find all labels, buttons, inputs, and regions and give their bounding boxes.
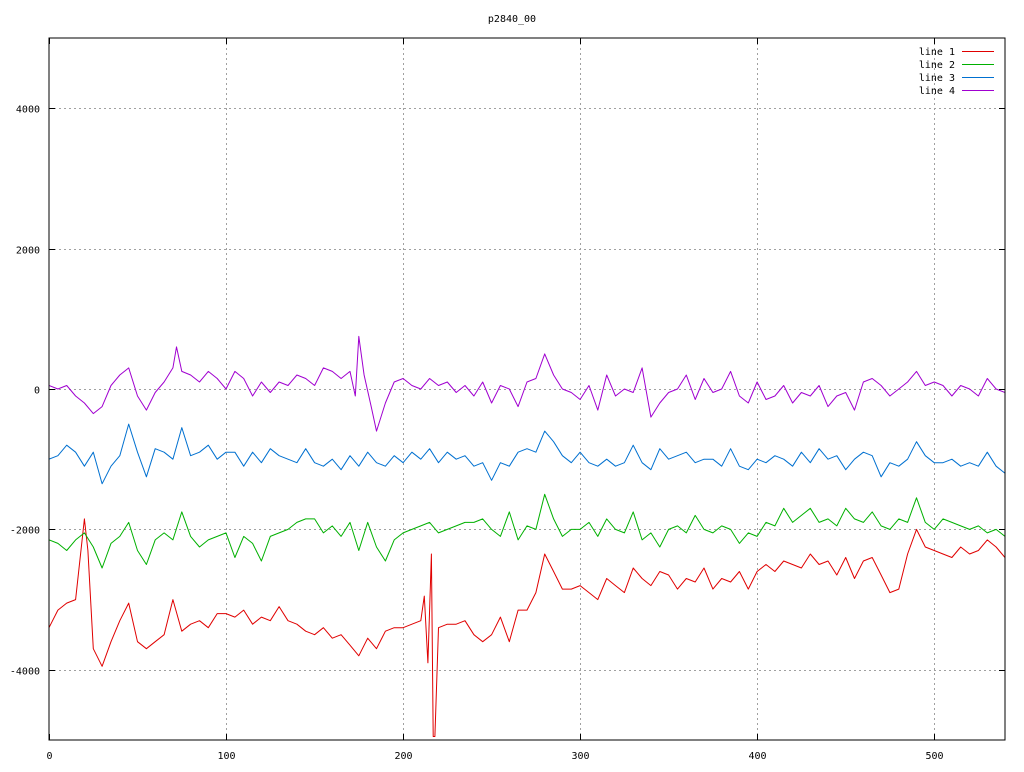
- series-line-2: [49, 493, 1005, 569]
- x-tick-label: 400: [748, 751, 766, 762]
- grid: [49, 38, 1005, 740]
- axis-ticks: 0 100 200 300 400 500 -4000 -2000 0 2000 4000: [10, 38, 1005, 762]
- legend-label: line 3: [919, 73, 955, 84]
- series-line-1: [49, 518, 1005, 737]
- x-tick-label: 500: [925, 751, 943, 762]
- y-tick-label: -4000: [10, 667, 40, 678]
- series-layer: [49, 335, 1005, 737]
- y-tick-label: 4000: [16, 105, 40, 116]
- legend: line 1 line 2 line 3 line 4: [919, 47, 994, 97]
- y-tick-label: -2000: [10, 526, 40, 537]
- x-tick-label: 300: [571, 751, 589, 762]
- x-tick-label: 0: [46, 751, 52, 762]
- legend-label: line 1: [919, 47, 955, 58]
- y-tick-label: 2000: [16, 246, 40, 257]
- x-tick-label: 200: [394, 751, 412, 762]
- legend-label: line 2: [919, 60, 955, 71]
- series-line-4: [49, 335, 1005, 432]
- legend-label: line 4: [919, 86, 955, 97]
- y-tick-label: 0: [34, 386, 40, 397]
- x-tick-label: 100: [217, 751, 235, 762]
- series-line-3: [49, 423, 1005, 485]
- chart-title: p2840_00: [488, 14, 536, 25]
